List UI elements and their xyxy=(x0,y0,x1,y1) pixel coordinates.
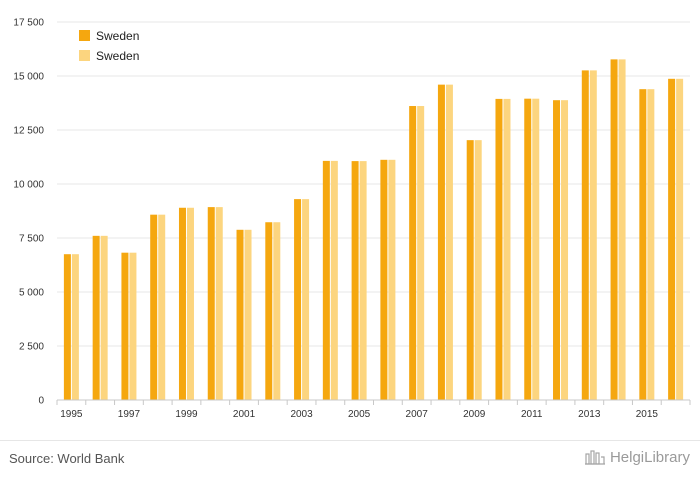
y-tick-label: 12 500 xyxy=(13,126,44,137)
legend-label-2: Sweden xyxy=(96,49,139,63)
bar-2007-series-2 xyxy=(417,106,425,401)
bar-2003-series-1 xyxy=(294,199,302,400)
y-tick-label: 7 500 xyxy=(19,234,44,245)
y-axis-ticks: 0 2 500 5 000 7 500 10 000 12 500 15 000 17 500 xyxy=(13,18,44,407)
bar-2001-series-1 xyxy=(236,229,244,400)
legend: Sweden Sweden xyxy=(79,29,139,63)
bar-2010-series-2 xyxy=(503,98,511,401)
x-tick-label: 2013 xyxy=(578,409,601,420)
source-label: Source: World Bank xyxy=(9,451,125,466)
bar-2002-series-2 xyxy=(273,222,281,400)
legend-swatch-2 xyxy=(79,50,90,61)
bar-2008-series-1 xyxy=(437,84,445,400)
bar-2004-series-2 xyxy=(330,160,338,400)
x-axis xyxy=(56,399,691,405)
bar-1997-series-2 xyxy=(129,252,137,400)
bar-1998-series-2 xyxy=(158,214,166,400)
bar-2000-series-2 xyxy=(215,207,223,400)
bar-2005-series-2 xyxy=(359,161,367,400)
y-tick-label: 0 xyxy=(38,396,44,407)
bar-2012-series-1 xyxy=(553,100,561,400)
y-tick-label: 10 000 xyxy=(13,180,44,191)
x-tick-label: 1995 xyxy=(60,409,83,420)
bar-1999-series-1 xyxy=(178,207,186,400)
x-tick-label: 1997 xyxy=(118,409,141,420)
bar-2015-series-1 xyxy=(639,89,647,401)
bar-2007-series-1 xyxy=(409,106,417,401)
bar-1996-series-2 xyxy=(100,235,108,400)
bar-2005-series-1 xyxy=(351,161,359,400)
bar-2009-series-2 xyxy=(474,140,482,401)
bar-2011-series-2 xyxy=(532,98,540,401)
y-tick-label: 2 500 xyxy=(19,342,44,353)
bar-2004-series-1 xyxy=(322,160,330,400)
bars xyxy=(63,59,684,401)
bar-2013-series-1 xyxy=(581,70,589,400)
bar-chart: 0 2 500 5 000 7 500 10 000 12 500 15 000 17 500… xyxy=(13,18,691,420)
y-tick-label: 5 000 xyxy=(19,288,44,299)
bar-2015-series-2 xyxy=(647,89,655,401)
bar-1998-series-1 xyxy=(150,214,158,400)
bar-1995-series-1 xyxy=(63,254,71,400)
x-tick-label: 2003 xyxy=(290,409,313,420)
bar-2010-series-1 xyxy=(495,98,503,401)
bar-2009-series-1 xyxy=(466,140,474,401)
bar-2002-series-1 xyxy=(265,222,273,400)
bar-2014-series-1 xyxy=(610,59,618,400)
bar-2008-series-2 xyxy=(445,84,453,400)
x-tick-label: 2005 xyxy=(348,409,371,420)
x-tick-label: 2015 xyxy=(636,409,659,420)
helgilibrary-logo-icon xyxy=(584,450,605,465)
legend-label-1: Sweden xyxy=(96,29,139,43)
legend-swatch-1 xyxy=(79,30,90,41)
bar-2014-series-2 xyxy=(618,59,626,400)
x-tick-label: 2011 xyxy=(521,409,543,420)
bar-1997-series-1 xyxy=(121,252,129,400)
bar-1996-series-1 xyxy=(92,235,100,400)
bar-2012-series-2 xyxy=(561,100,569,400)
x-tick-label: 2001 xyxy=(233,409,256,420)
x-tick-label: 1999 xyxy=(175,409,198,420)
bar-2013-series-2 xyxy=(589,70,597,400)
x-tick-label: 2007 xyxy=(406,409,429,420)
bar-1995-series-2 xyxy=(71,254,79,400)
bar-1999-series-2 xyxy=(186,207,194,400)
brand-link[interactable]: HelgiLibrary xyxy=(584,448,690,466)
y-tick-label: 15 000 xyxy=(13,72,44,83)
bar-2003-series-2 xyxy=(302,199,310,400)
bar-2000-series-1 xyxy=(207,207,215,400)
bar-2016-series-2 xyxy=(676,78,684,401)
bar-2001-series-2 xyxy=(244,229,252,400)
x-axis-ticks: 1995 1997 1999 2001 2003 2005 2007 2009 2011 2013… xyxy=(60,409,658,420)
bar-2016-series-1 xyxy=(668,78,676,401)
bar-2006-series-2 xyxy=(388,159,396,400)
x-tick-label: 2009 xyxy=(463,409,486,420)
footer-divider xyxy=(0,440,700,441)
bar-2006-series-1 xyxy=(380,159,388,400)
bar-2011-series-1 xyxy=(524,98,532,401)
brand-name: HelgiLibrary xyxy=(609,448,690,466)
y-tick-label: 17 500 xyxy=(13,18,44,29)
